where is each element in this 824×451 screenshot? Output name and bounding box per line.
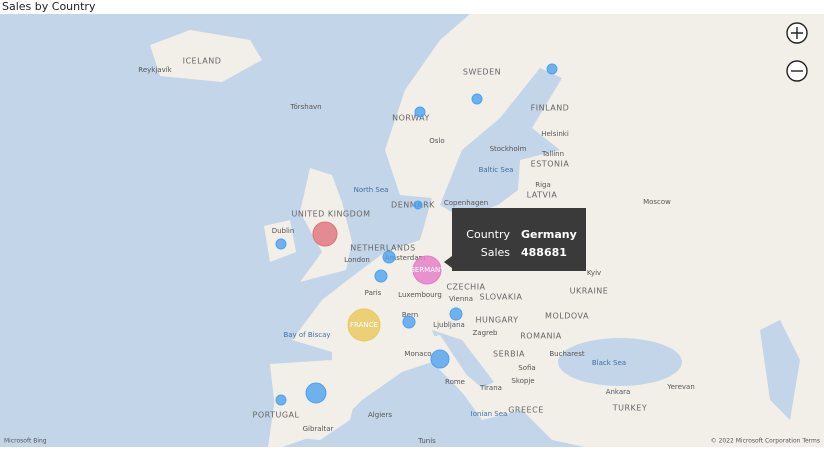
map-label: MOLDOVA [545,312,589,321]
iceland [150,30,262,82]
map-label: ESTONIA [531,160,570,169]
black-sea [558,338,682,386]
map-label: Vienna [449,295,473,303]
map-label: Amsterdam [385,254,426,262]
map-label: Baltic Sea [479,166,514,174]
mediterranean [282,362,585,447]
bubble[interactable] [347,308,381,342]
map-label: GREECE [508,406,544,415]
map-label: Kyiv [587,269,601,277]
map-label: UKRAINE [570,287,609,296]
map-label: Moscow [643,198,671,206]
bubble[interactable] [275,238,287,250]
map-label: Rome [445,378,465,386]
visual-title: Sales by Country [2,0,96,13]
map-label: Yerevan [666,383,695,391]
map-label: PORTUGAL [253,411,300,420]
map-label: Riga [535,181,551,189]
map-label: Algiers [368,411,392,419]
zoom-out[interactable] [786,60,808,82]
bubble[interactable] [413,200,423,210]
map-label: LATVIA [527,191,558,200]
map-label: ROMANIA [520,332,562,341]
bubble[interactable] [402,315,416,329]
map-label: Tunis [417,437,436,445]
tooltip-box [444,208,586,271]
bubble-label: GERMANY [409,266,445,274]
map-label: DENMARK [391,201,435,210]
map-label: Monaco [404,350,431,358]
map-label: Sofia [518,364,535,372]
map-label: Tórshavn [289,103,321,111]
map-label: Bucharest [549,350,584,358]
map-label: Bern [402,311,418,319]
map-label: Ionian Sea [471,410,508,418]
bubble[interactable] [546,63,558,75]
attribution: © 2022 Microsoft Corporation Terms [711,438,820,445]
map-label: London [344,256,370,264]
map-label: North Sea [354,186,389,194]
map-label: Ankara [606,388,631,396]
map-label: TURKEY [612,404,648,413]
zoom-in[interactable] [786,22,808,44]
map-label: Ljubljana [433,321,465,329]
title-bar [0,0,824,14]
bubble[interactable] [412,255,442,285]
map-label: Gibraltar [303,425,334,433]
map-label: Reykjavík [138,66,172,74]
map-label: NORWAY [392,114,430,123]
bubble[interactable] [414,106,426,118]
map-label: Zagreb [472,329,498,337]
map-label: Stockholm [490,145,527,153]
map-label: Dublin [272,227,295,235]
bubble[interactable] [275,394,287,406]
bubble[interactable] [374,269,388,283]
map-label: HUNGARY [476,316,519,325]
atlantic [0,14,470,447]
map-label: Helsinki [541,130,569,138]
map-label: Bay of Biscay [283,331,330,339]
map-label: Paris [365,289,382,297]
bubble[interactable] [471,93,483,105]
map-label: Tirana [479,384,502,392]
bubble[interactable] [430,349,450,369]
zoom-in-icon [791,27,803,39]
tooltip-text: Country [466,228,510,241]
map-label: ICELAND [183,57,222,66]
map-label: Luxembourg [398,291,442,299]
bubble-label: FRANCE [350,321,378,329]
map-label: NETHERLANDS [350,244,415,253]
map-label: UNITED KINGDOM [292,210,371,219]
map-label: FINLAND [531,104,570,113]
tooltip-text: Sales [481,246,511,259]
bubble[interactable] [449,307,463,321]
map-label: SWEDEN [463,68,501,77]
map-label: Tallinn [541,150,564,158]
map-label: SLOVAKIA [480,293,523,302]
tooltip-text: Germany [521,228,577,241]
map-label: Black Sea [592,359,626,367]
bubble[interactable] [312,221,338,247]
bubble[interactable] [305,382,327,404]
bubble[interactable] [382,250,396,264]
map-label: Skopje [511,377,534,385]
caspian [760,320,800,420]
map-label: Copenhagen [444,199,488,207]
adriatic [432,330,494,388]
provider: Microsoft Bing [4,438,47,445]
tooltip: Country Germany Sales 488681 [444,208,586,271]
map-label: CZECHIA [446,283,485,292]
map-label: Oslo [429,137,444,145]
baltic-sea [440,68,562,218]
map-label: SERBIA [493,350,525,359]
tooltip-text: 488681 [521,246,567,259]
